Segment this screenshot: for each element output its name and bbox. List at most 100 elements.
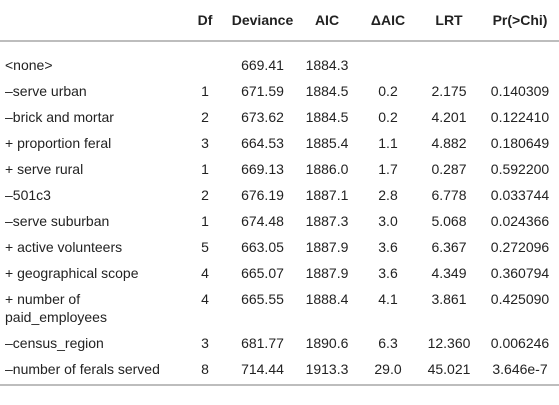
table-row: –serve urban 1 671.59 1884.5 0.2 2.175 0.14030… (0, 78, 559, 104)
cell: 0.2 (378, 83, 398, 99)
cell: 4 (201, 291, 209, 307)
cell: 1887.3 (305, 213, 349, 229)
row-label: + number of paid_employees (5, 291, 107, 325)
cell: 2.175 (431, 83, 467, 99)
cell: 681.77 (241, 335, 284, 351)
table-row: –serve suburban 1 674.48 1887.3 3.0 5.068 0.02… (0, 208, 559, 234)
cell: 6.3 (378, 335, 398, 351)
cell: 29.0 (359, 356, 417, 386)
row-label: –501c3 (5, 187, 51, 203)
cell: 1887.1 (305, 187, 349, 203)
cell: 3.6 (378, 239, 398, 255)
cell: 665.07 (241, 265, 284, 281)
cell: 6.778 (431, 187, 467, 203)
row-label: –census_region (5, 335, 104, 351)
row-label: + serve rural (5, 161, 84, 177)
cell: 1.1 (378, 135, 398, 151)
anova-table: Df Deviance AIC ΔAIC LRT Pr(>Chi) <none> 669.4… (0, 0, 559, 386)
row-label: + geographical scope (5, 265, 139, 281)
cell: 5 (201, 239, 209, 255)
column-header: Df (180, 0, 230, 42)
cell: 4 (201, 265, 209, 281)
column-header: AIC (295, 0, 359, 42)
cell: 0.006246 (490, 335, 550, 351)
cell: 663.05 (241, 239, 284, 255)
cell: 669.41 (241, 57, 284, 73)
table-body: <none> 669.41 1884.3 –serve urban 1 671.59 188… (0, 41, 559, 386)
cell: 1886.0 (305, 161, 349, 177)
row-label: –serve suburban (5, 213, 110, 229)
column-header: Pr(>Chi) (481, 0, 559, 42)
column-header: Deviance (230, 0, 295, 42)
cell: 3.646e-7 (481, 356, 559, 386)
cell: 2 (201, 109, 209, 125)
cell: 45.021 (417, 356, 481, 386)
cell: 3.6 (378, 265, 398, 281)
table-row: + active volunteers 5 663.05 1887.9 3.6 6.367… (0, 234, 559, 260)
header-row: Df Deviance AIC ΔAIC LRT Pr(>Chi) (0, 0, 559, 42)
cell: 0.592200 (490, 161, 550, 177)
cell: 674.48 (241, 213, 284, 229)
cell: 1885.4 (305, 135, 349, 151)
blank-header (0, 0, 180, 42)
table-row: –census_region 3 681.77 1890.6 6.3 12.360 0.00… (0, 330, 559, 356)
empty-cell (359, 41, 417, 78)
cell: 1 (201, 161, 209, 177)
cell: 3.0 (378, 213, 398, 229)
cell: 1887.9 (305, 239, 349, 255)
cell: 1884.5 (305, 109, 349, 125)
cell: 0.024366 (490, 213, 550, 229)
cell: 664.53 (241, 135, 284, 151)
cell: 1890.6 (305, 335, 349, 351)
cell: 665.55 (241, 291, 284, 307)
cell: 1887.9 (305, 265, 349, 281)
cell: 4.201 (431, 109, 467, 125)
cell: 0.425090 (490, 291, 550, 307)
cell: 1888.4 (305, 291, 349, 307)
row-label: + proportion feral (5, 135, 112, 151)
cell: 0.140309 (490, 83, 550, 99)
table-row: + number of paid_employees 4 665.55 1888.4 4… (0, 286, 559, 330)
cell: 0.287 (431, 161, 467, 177)
cell: 8 (180, 356, 230, 386)
cell: 2 (201, 187, 209, 203)
cell: 1884.5 (305, 83, 349, 99)
cell: 12.360 (427, 335, 471, 351)
cell: 1.7 (378, 161, 398, 177)
empty-cell (417, 41, 481, 78)
cell: 3 (201, 335, 209, 351)
cell: 0.2 (378, 109, 398, 125)
table-row: –brick and mortar 2 673.62 1884.5 0.2 4.201 0.… (0, 104, 559, 130)
cell: 4.882 (431, 135, 467, 151)
cell: 0.122410 (490, 109, 550, 125)
table-row: –number of ferals served 8 714.44 1913.3 29.… (0, 356, 559, 386)
cell: 5.068 (431, 213, 467, 229)
cell: 0.360794 (490, 265, 550, 281)
cell: 1 (201, 83, 209, 99)
column-header: LRT (417, 0, 481, 42)
cell: 714.44 (230, 356, 295, 386)
table-row: + geographical scope 4 665.07 1887.9 3.6 4.34… (0, 260, 559, 286)
table-row: + serve rural 1 669.13 1886.0 1.7 0.287 0.5922… (0, 156, 559, 182)
empty-cell (481, 41, 559, 78)
table-row: + proportion feral 3 664.53 1885.4 1.1 4.882 0… (0, 130, 559, 156)
cell: 1884.3 (305, 57, 349, 73)
empty-cell (180, 41, 230, 78)
cell: 0.180649 (490, 135, 550, 151)
cell: 6.367 (431, 239, 467, 255)
cell: 669.13 (241, 161, 284, 177)
cell: 3.861 (431, 291, 467, 307)
cell: 1913.3 (295, 356, 359, 386)
cell: 2.8 (378, 187, 398, 203)
cell: 4.349 (431, 265, 467, 281)
row-label: <none> (5, 57, 53, 73)
row-label: + active volunteers (5, 239, 123, 255)
cell: 0.033744 (490, 187, 550, 203)
cell: 1 (201, 213, 209, 229)
cell: 3 (201, 135, 209, 151)
cell: 673.62 (241, 109, 284, 125)
cell: 0.272096 (490, 239, 550, 255)
table-row: <none> 669.41 1884.3 (0, 41, 559, 78)
cell: 676.19 (241, 187, 284, 203)
